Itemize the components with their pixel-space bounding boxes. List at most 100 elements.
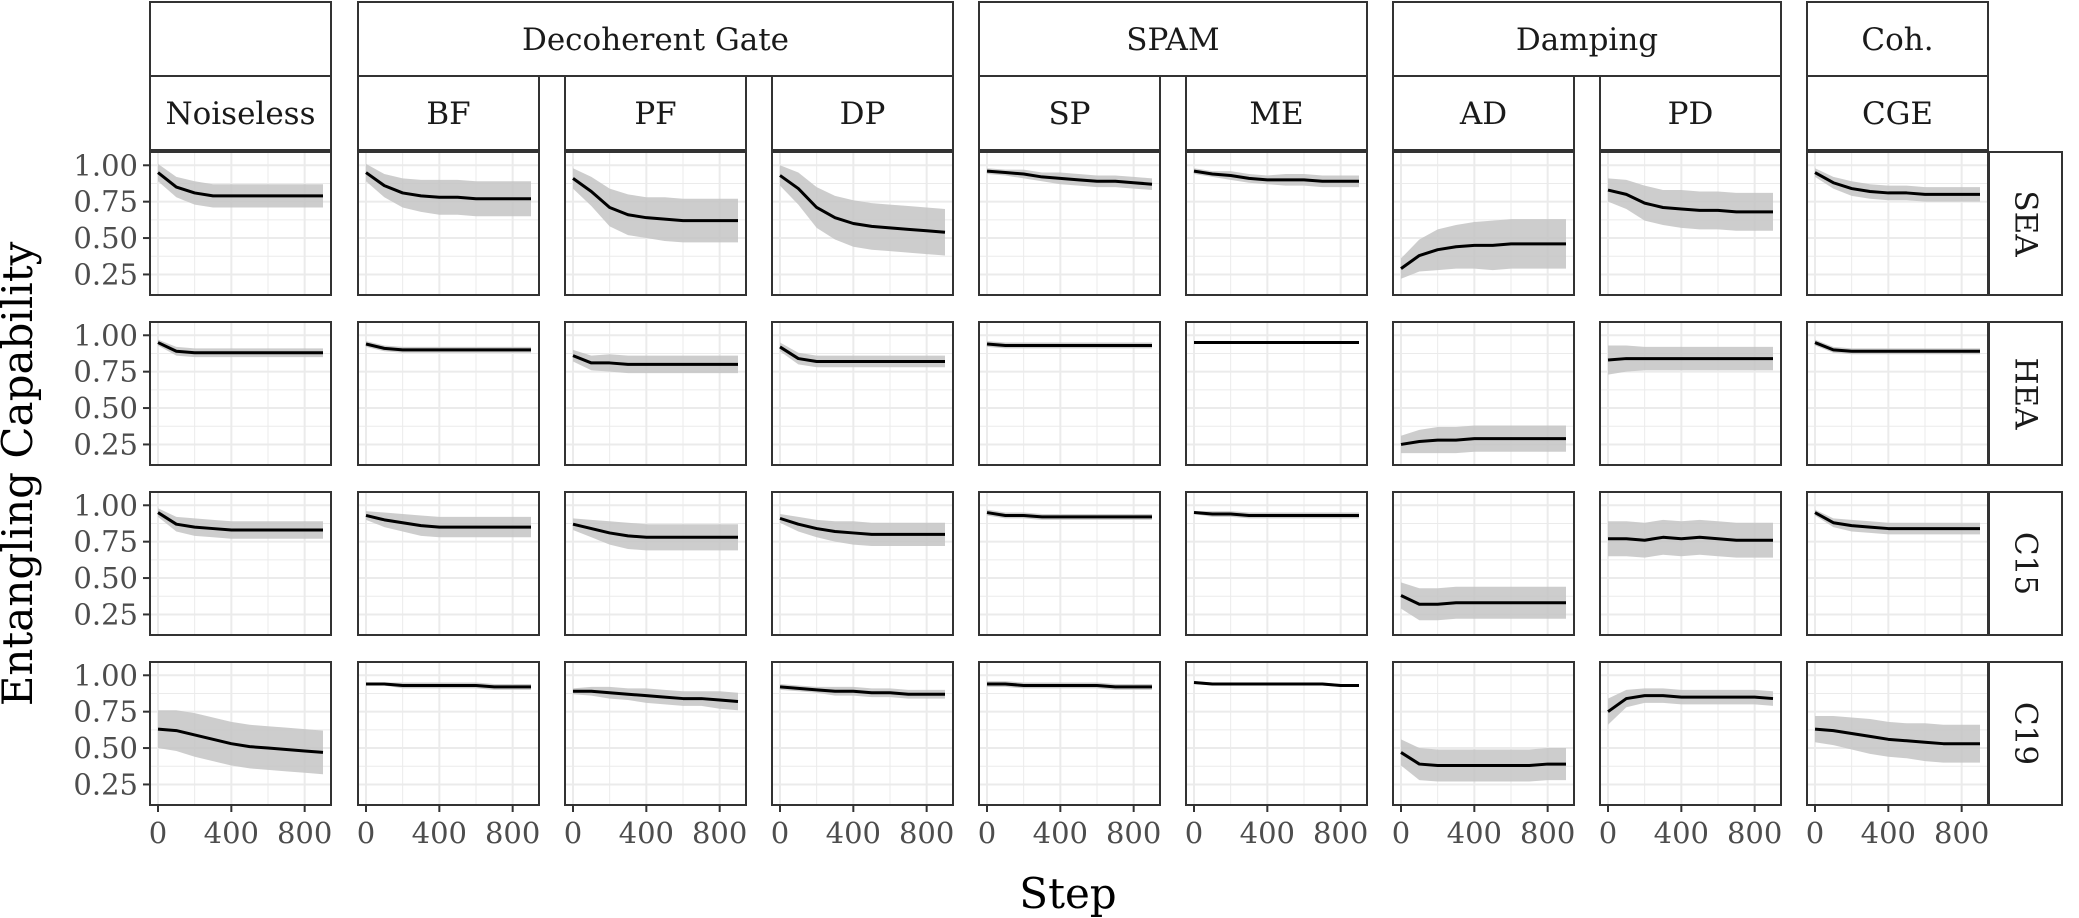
x-tick-label: 0 xyxy=(149,816,167,850)
panel-hea-pf xyxy=(564,321,747,466)
x-tick-label: 0 xyxy=(1392,816,1410,850)
panel-border xyxy=(149,321,332,466)
panel-sea-pd xyxy=(1599,151,1782,296)
panel-c15-pd xyxy=(1599,491,1782,636)
panel-border xyxy=(978,661,1161,806)
panel-border xyxy=(978,491,1161,636)
panel-c19-pf xyxy=(564,661,747,806)
x-tick-label: 400 xyxy=(1861,816,1916,850)
group-strip-label: Decoherent Gate xyxy=(522,22,789,58)
x-tick-label: 0 xyxy=(978,816,996,850)
panel-background xyxy=(1807,152,1988,295)
panel-border xyxy=(771,321,954,466)
panel-background xyxy=(1600,662,1781,805)
column-strip-noiseless xyxy=(149,75,332,151)
group-strip-label: SPAM xyxy=(1126,22,1219,58)
confidence-band xyxy=(573,168,738,243)
mean-line xyxy=(573,689,739,703)
panel-background xyxy=(772,492,953,635)
x-tick-label: 400 xyxy=(1447,816,1502,850)
column-strip-label: PD xyxy=(1668,96,1714,132)
mean-line xyxy=(1400,437,1566,446)
column-strip-sp xyxy=(978,75,1161,151)
confidence-band xyxy=(1608,178,1773,231)
y-tick-label: 0.25 xyxy=(73,767,138,801)
mean-line xyxy=(157,341,323,355)
panel-sea-ad xyxy=(1392,151,1575,296)
confidence-band xyxy=(780,165,945,256)
panel-border xyxy=(564,321,747,466)
mean-line xyxy=(1814,727,1980,746)
panel-border xyxy=(1185,661,1368,806)
y-tick-label: 1.00 xyxy=(73,318,138,352)
y-tick-label: 0.75 xyxy=(73,695,138,729)
mean-line xyxy=(986,342,1152,347)
panel-background xyxy=(1600,492,1781,635)
confidence-band xyxy=(573,349,738,374)
panel-hea-cge xyxy=(1806,321,1989,466)
y-tick-label: 1.00 xyxy=(73,148,138,182)
panel-border xyxy=(771,661,954,806)
confidence-band xyxy=(1401,739,1566,782)
confidence-band xyxy=(366,511,531,538)
panel-border xyxy=(357,661,540,806)
x-tick-label: 800 xyxy=(1520,816,1575,850)
y-tick-label: 0.50 xyxy=(73,561,138,595)
mean-line xyxy=(987,682,1152,689)
group-strip-damping xyxy=(1392,1,1782,77)
panel-hea-pd xyxy=(1599,321,1782,466)
column-strip-pd xyxy=(1599,75,1782,151)
panel-background xyxy=(1807,322,1988,465)
panel-background xyxy=(1807,492,1988,635)
panel-background xyxy=(565,492,746,635)
panel-c19-pd xyxy=(1599,661,1782,806)
mean-line xyxy=(1193,511,1359,517)
column-strip-label: ME xyxy=(1249,96,1303,132)
confidence-band xyxy=(1401,219,1566,279)
panel-c15-pf xyxy=(564,491,747,636)
panel-border xyxy=(1806,321,1989,466)
column-strip-bf xyxy=(357,75,540,151)
group-strip-label: Coh. xyxy=(1861,22,1933,58)
confidence-band xyxy=(158,710,323,775)
panel-c19-cge xyxy=(1806,661,1989,806)
mean-line xyxy=(1607,694,1774,713)
x-tick-label: 400 xyxy=(619,816,674,850)
panel-c15-sp xyxy=(978,491,1161,636)
column-strip-dp xyxy=(771,75,954,151)
panel-background xyxy=(1186,322,1367,465)
panel-background xyxy=(150,152,331,295)
panel-hea-bf xyxy=(357,321,540,466)
panel-border xyxy=(1599,661,1782,806)
column-strip-label: Noiseless xyxy=(165,96,315,132)
panel-sea-pf xyxy=(564,151,747,296)
mean-line xyxy=(1814,341,1980,353)
mean-line xyxy=(779,345,945,363)
panel-border xyxy=(357,491,540,636)
group-strip-label: Damping xyxy=(1516,22,1658,58)
panel-c19-me xyxy=(1185,661,1368,806)
group-strip-spam xyxy=(978,1,1368,77)
mean-line xyxy=(1400,242,1566,270)
mean-line xyxy=(365,171,531,201)
panel-border xyxy=(1185,321,1368,466)
mean-line xyxy=(1814,171,1980,196)
panel-hea-sp xyxy=(978,321,1161,466)
x-tick-label: 400 xyxy=(1654,816,1709,850)
x-tick-label: 400 xyxy=(204,816,259,850)
panel-border xyxy=(149,151,332,296)
panel-border xyxy=(1185,491,1368,636)
y-axis-title: Entangling Capability xyxy=(0,241,42,706)
panel-border xyxy=(1599,491,1782,636)
panel-border xyxy=(1599,321,1782,466)
panel-c19-bf xyxy=(357,661,540,806)
group-strip-coh xyxy=(1806,1,1989,77)
column-strip-pf xyxy=(564,75,747,151)
panel-border xyxy=(771,151,954,296)
panel-border xyxy=(978,321,1161,466)
x-tick-label: 400 xyxy=(1240,816,1295,850)
panel-background xyxy=(150,322,331,465)
column-strip-cge xyxy=(1806,75,1989,151)
panel-border xyxy=(564,491,747,636)
panel-c15-noiseless xyxy=(149,491,332,636)
